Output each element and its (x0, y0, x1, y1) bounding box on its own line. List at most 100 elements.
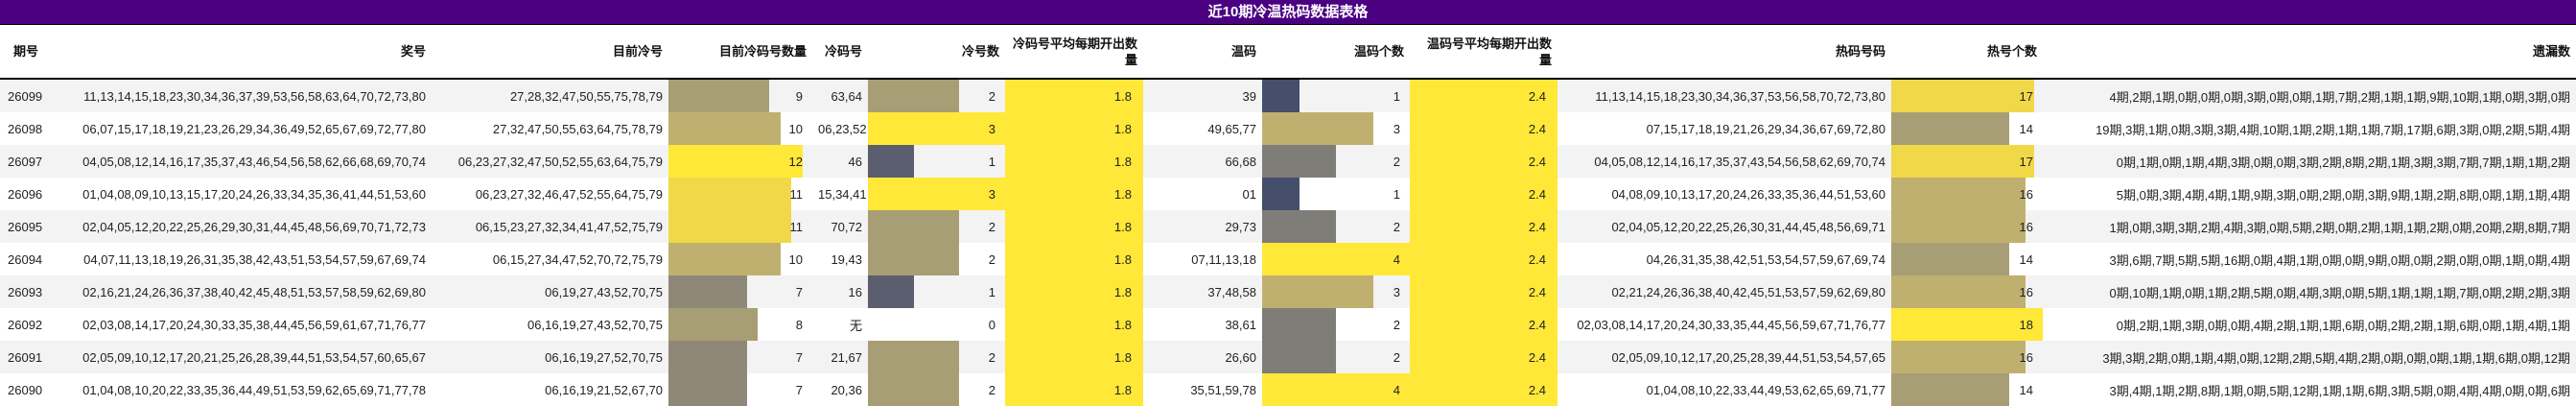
data-bar (1891, 308, 2043, 341)
bar-value: 4 (1393, 251, 1400, 267)
cell-cold-codes: 06,23,52 (812, 112, 868, 145)
data-bar (868, 275, 914, 308)
cell-issue: 26094 (0, 243, 56, 275)
data-bar (1891, 145, 2034, 178)
header-cold-codes[interactable]: 冷码号 (812, 25, 868, 80)
cell-missing: 3期,4期,1期,2期,8期,1期,0期,5期,12期,1期,1期,6期,3期,… (2043, 373, 2576, 406)
cell-cold-current: 06,16,19,21,52,67,70 (432, 373, 668, 406)
bar-value: 7 (795, 284, 803, 299)
bar-value: 2 (988, 382, 995, 397)
data-bar (1891, 275, 2026, 308)
cell-cold-current-count: 10 (668, 112, 812, 145)
cell-issue: 26092 (0, 308, 56, 341)
data-bar (668, 178, 791, 210)
cell-numbers: 04,05,08,12,14,16,17,35,37,43,46,54,56,5… (56, 145, 432, 178)
cell-warm-count: 2 (1262, 145, 1410, 178)
bar-value: 2 (1393, 154, 1400, 169)
cell-cold-current-count: 9 (668, 79, 812, 112)
cell-issue: 26090 (0, 373, 56, 406)
data-bar (868, 210, 959, 243)
cell-cold-codes: 无 (812, 308, 868, 341)
table-row[interactable]: 26093 02,16,21,24,26,36,37,38,40,42,45,48… (0, 275, 2576, 308)
cell-cold-current: 06,23,27,32,46,47,52,55,64,75,79 (432, 178, 668, 210)
bar-value: 9 (795, 88, 803, 104)
header-cold-avg[interactable]: 冷码号平均每期开出数量 (1005, 25, 1143, 80)
cell-numbers: 02,04,05,12,20,22,25,26,29,30,31,44,45,4… (56, 210, 432, 243)
cell-missing: 0期,2期,1期,3期,0期,0期,4期,2期,1期,1期,6期,0期,2期,2… (2043, 308, 2576, 341)
cell-cold-count: 2 (868, 373, 1005, 406)
bar-value: 18 (2019, 317, 2033, 332)
cell-hot-count: 14 (1891, 373, 2043, 406)
cell-cold-avg: 1.8 (1005, 373, 1143, 406)
cell-numbers: 01,04,08,10,20,22,33,35,36,44,49,51,53,5… (56, 373, 432, 406)
cell-missing: 1期,0期,3期,3期,2期,4期,3期,0期,5期,2期,0期,2期,1期,1… (2043, 210, 2576, 243)
cell-warm-count: 1 (1262, 178, 1410, 210)
header-cold-current[interactable]: 目前冷号 (432, 25, 668, 80)
bar-value: 2 (1393, 349, 1400, 365)
data-bar (1262, 210, 1336, 243)
bar-value: 10 (788, 251, 803, 267)
cell-hot-count: 17 (1891, 79, 2043, 112)
cell-cold-codes: 21,67 (812, 341, 868, 373)
cell-warm-avg: 2.4 (1410, 145, 1557, 178)
table-row[interactable]: 26099 11,13,14,15,18,23,30,34,36,37,39,53… (0, 79, 2576, 112)
header-missing[interactable]: 遗漏数 (2043, 25, 2576, 80)
cell-warm-codes: 07,11,13,18 (1143, 243, 1262, 275)
header-numbers[interactable]: 奖号 (56, 25, 432, 80)
data-bar (868, 341, 959, 373)
bar-value: 11 (789, 219, 804, 234)
table-row[interactable]: 26090 01,04,08,10,20,22,33,35,36,44,49,51… (0, 373, 2576, 406)
cell-cold-count: 3 (868, 112, 1005, 145)
cell-numbers: 02,03,08,14,17,20,24,30,33,35,38,44,45,5… (56, 308, 432, 341)
cell-cold-current-count: 7 (668, 275, 812, 308)
bar-value: 2 (988, 251, 995, 267)
table-row[interactable]: 26095 02,04,05,12,20,22,25,26,29,30,31,44… (0, 210, 2576, 243)
cell-cold-current-count: 7 (668, 373, 812, 406)
cell-cold-count: 1 (868, 275, 1005, 308)
header-hot-count[interactable]: 热号个数 (1891, 25, 2043, 80)
header-warm-count[interactable]: 温码个数 (1262, 25, 1410, 80)
header-cold-current-count[interactable]: 目前冷码号数量 (668, 25, 812, 80)
cell-hot-codes: 02,05,09,10,12,17,20,25,28,39,44,51,53,5… (1557, 341, 1891, 373)
data-bar (1262, 275, 1373, 308)
data-bar (668, 341, 747, 373)
cell-cold-count: 1 (868, 145, 1005, 178)
cell-hot-codes: 04,26,31,35,38,42,51,53,54,57,59,67,69,7… (1557, 243, 1891, 275)
bar-value: 2 (1393, 317, 1400, 332)
cell-hot-codes: 02,21,24,26,36,38,40,42,45,51,53,57,59,6… (1557, 275, 1891, 308)
cell-cold-current: 06,16,19,27,43,52,70,75 (432, 308, 668, 341)
cell-warm-codes: 01 (1143, 178, 1262, 210)
header-warm-codes[interactable]: 温码 (1143, 25, 1262, 80)
table-row[interactable]: 26091 02,05,09,10,12,17,20,21,25,26,28,39… (0, 341, 2576, 373)
header-hot-codes[interactable]: 热码号码 (1557, 25, 1891, 80)
table-row[interactable]: 26097 04,05,08,12,14,16,17,35,37,43,46,54… (0, 145, 2576, 178)
bar-value: 3 (1393, 284, 1400, 299)
cell-cold-avg: 1.8 (1005, 79, 1143, 112)
bar-value: 16 (2019, 186, 2033, 202)
data-bar (1891, 178, 2026, 210)
data-bar (1891, 80, 2034, 112)
table-row[interactable]: 26098 06,07,15,17,18,19,21,23,26,29,34,36… (0, 112, 2576, 145)
header-issue[interactable]: 期号 (0, 25, 56, 80)
cell-warm-avg: 2.4 (1410, 373, 1557, 406)
cell-warm-avg: 2.4 (1410, 210, 1557, 243)
header-cold-count[interactable]: 冷号数 (868, 25, 1005, 80)
cell-hot-codes: 11,13,14,15,18,23,30,34,36,37,53,56,58,7… (1557, 79, 1891, 112)
bar-value: 1 (1393, 186, 1400, 202)
cell-cold-current-count: 11 (668, 178, 812, 210)
table-row[interactable]: 26096 01,04,08,09,10,13,15,17,20,24,26,33… (0, 178, 2576, 210)
cell-issue: 26099 (0, 79, 56, 112)
data-bar (668, 112, 781, 145)
data-bar (1262, 341, 1336, 373)
table-row[interactable]: 26092 02,03,08,14,17,20,24,30,33,35,38,44… (0, 308, 2576, 341)
cell-numbers: 04,07,11,13,18,19,26,31,35,38,42,43,51,5… (56, 243, 432, 275)
bar-value: 7 (795, 349, 803, 365)
table-row[interactable]: 26094 04,07,11,13,18,19,26,31,35,38,42,43… (0, 243, 2576, 275)
cell-cold-current-count: 11 (668, 210, 812, 243)
cell-hot-count: 14 (1891, 112, 2043, 145)
header-warm-avg[interactable]: 温码号平均每期开出数量 (1410, 25, 1557, 80)
cell-cold-current: 06,19,27,43,52,70,75 (432, 275, 668, 308)
data-bar (1891, 112, 2009, 145)
cell-warm-codes: 29,73 (1143, 210, 1262, 243)
bar-value: 3 (988, 186, 995, 202)
